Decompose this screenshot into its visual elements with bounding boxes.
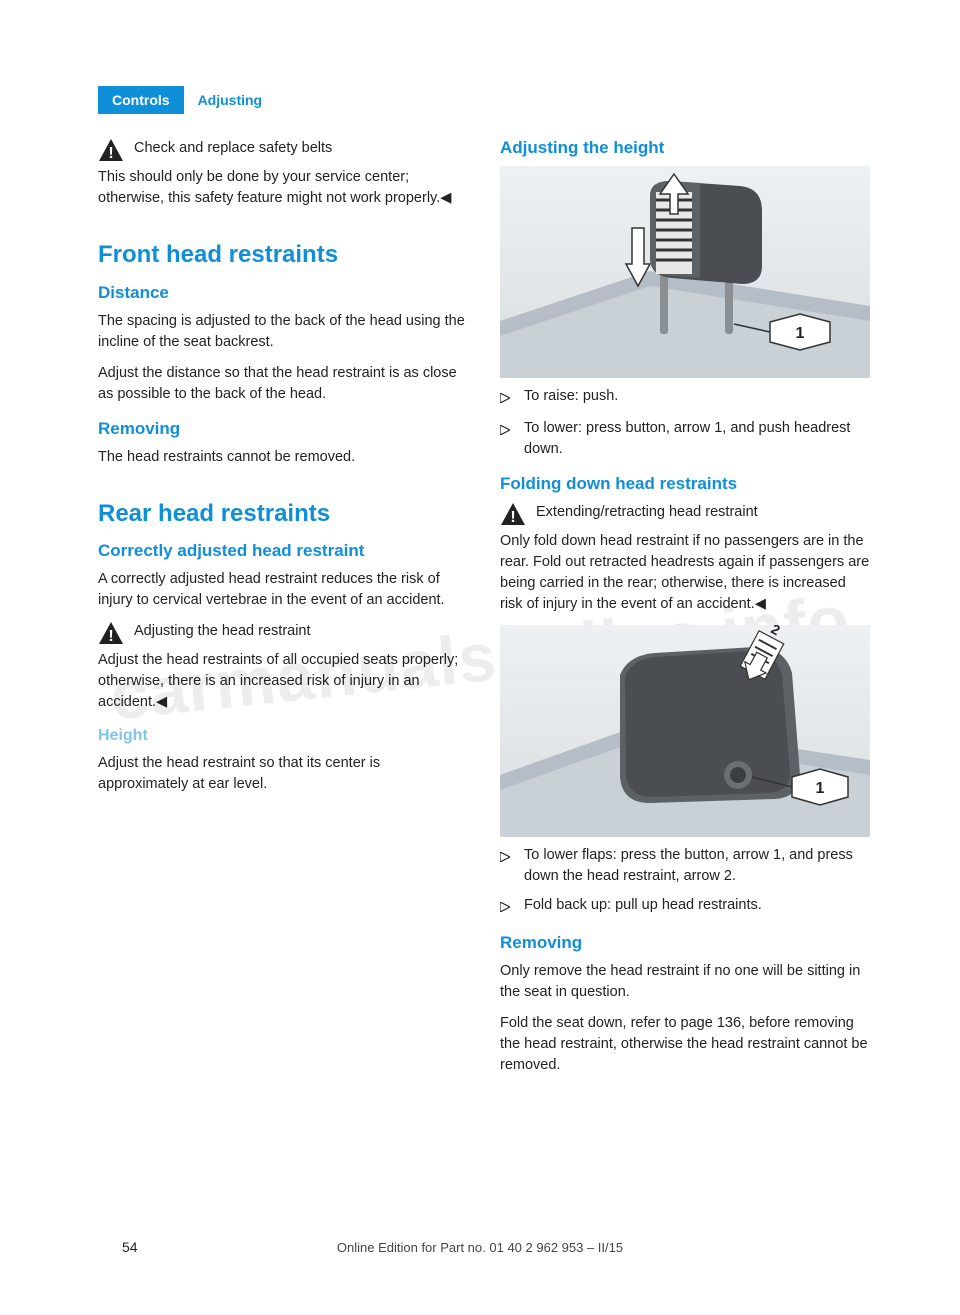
figure-headrest-fold: 2 1	[500, 625, 870, 837]
heading-front-head-restraints: Front head restraints	[98, 241, 466, 269]
warning-body: Adjust the head restraints of all occupi…	[98, 650, 466, 713]
svg-text:!: !	[108, 628, 113, 645]
warning-extending-retracting: ! Extending/retracting head restraint	[500, 502, 870, 531]
correct-p1: A correctly adjusted head restraint redu…	[98, 569, 466, 611]
heading-rear-head-restraints: Rear head restraints	[98, 500, 466, 528]
tab-adjusting: Adjusting	[184, 86, 277, 114]
left-column: ! Check and replace safety belts This sh…	[98, 138, 466, 1086]
removing2-p1: Only remove the head restraint if no one…	[500, 961, 870, 1003]
heading-correctly-adjusted: Correctly adjusted head restraint	[98, 541, 466, 561]
warning-icon: !	[98, 138, 124, 167]
svg-text:!: !	[108, 145, 113, 162]
tab-controls: Controls	[98, 86, 184, 114]
warning-adjusting-restraint: ! Adjusting the head restraint	[98, 621, 466, 650]
removing2-p2: Fold the seat down, refer to page 136, b…	[500, 1013, 870, 1076]
bullet-text: To lower flaps: press the button, arrow …	[524, 845, 870, 887]
distance-p2: Adjust the distance so that the head res…	[98, 363, 466, 405]
warning-title: Extending/retracting head restraint	[536, 502, 870, 523]
list-item: To lower: press button, arrow 1, and pus…	[500, 418, 870, 460]
removing-p1: The head restraints cannot be removed.	[98, 447, 466, 468]
triangle-icon	[500, 895, 514, 919]
triangle-icon	[500, 418, 514, 442]
bullet-text: To lower: press button, arrow 1, and pus…	[524, 418, 870, 460]
distance-p1: The spacing is adjusted to the back of t…	[98, 311, 466, 353]
warning-check-belts: ! Check and replace safety belts	[98, 138, 466, 167]
right-column: Adjusting the height	[500, 138, 870, 1086]
triangle-icon	[500, 386, 514, 410]
warning-body: This should only be done by your service…	[98, 167, 466, 209]
heading-removing-2: Removing	[500, 933, 870, 953]
svg-text:!: !	[510, 509, 515, 526]
bullet-list-fold: To lower flaps: press the button, arrow …	[500, 845, 870, 919]
triangle-icon	[500, 845, 514, 869]
warning-icon: !	[500, 502, 526, 531]
heading-adjusting-height: Adjusting the height	[500, 138, 870, 158]
footer-edition: Online Edition for Part no. 01 40 2 962 …	[337, 1240, 623, 1255]
heading-distance: Distance	[98, 283, 466, 303]
bullet-text: Fold back up: pull up head restraints.	[524, 895, 762, 916]
list-item: To lower flaps: press the button, arrow …	[500, 845, 870, 887]
bullet-list-raise-lower: To raise: push. To lower: press button, …	[500, 386, 870, 460]
height-p1: Adjust the head restraint so that its ce…	[98, 753, 466, 795]
heading-folding-down: Folding down head restraints	[500, 474, 870, 494]
bullet-text: To raise: push.	[524, 386, 618, 407]
warning-icon: !	[98, 621, 124, 650]
page-number: 54	[122, 1239, 138, 1255]
svg-text:1: 1	[796, 325, 805, 342]
heading-removing: Removing	[98, 419, 466, 439]
svg-text:1: 1	[816, 780, 825, 797]
list-item: To raise: push.	[500, 386, 870, 410]
warning-body: Only fold down head restraint if no pass…	[500, 531, 870, 615]
manual-page: Controls Adjusting carmanualsonline.info…	[0, 0, 960, 1315]
list-item: Fold back up: pull up head restraints.	[500, 895, 870, 919]
heading-height: Height	[98, 727, 466, 745]
figure-headrest-height: 1	[500, 166, 870, 378]
warning-title: Adjusting the head restraint	[134, 621, 466, 642]
breadcrumb: Controls Adjusting	[98, 86, 276, 114]
warning-title: Check and replace safety belts	[134, 138, 466, 159]
